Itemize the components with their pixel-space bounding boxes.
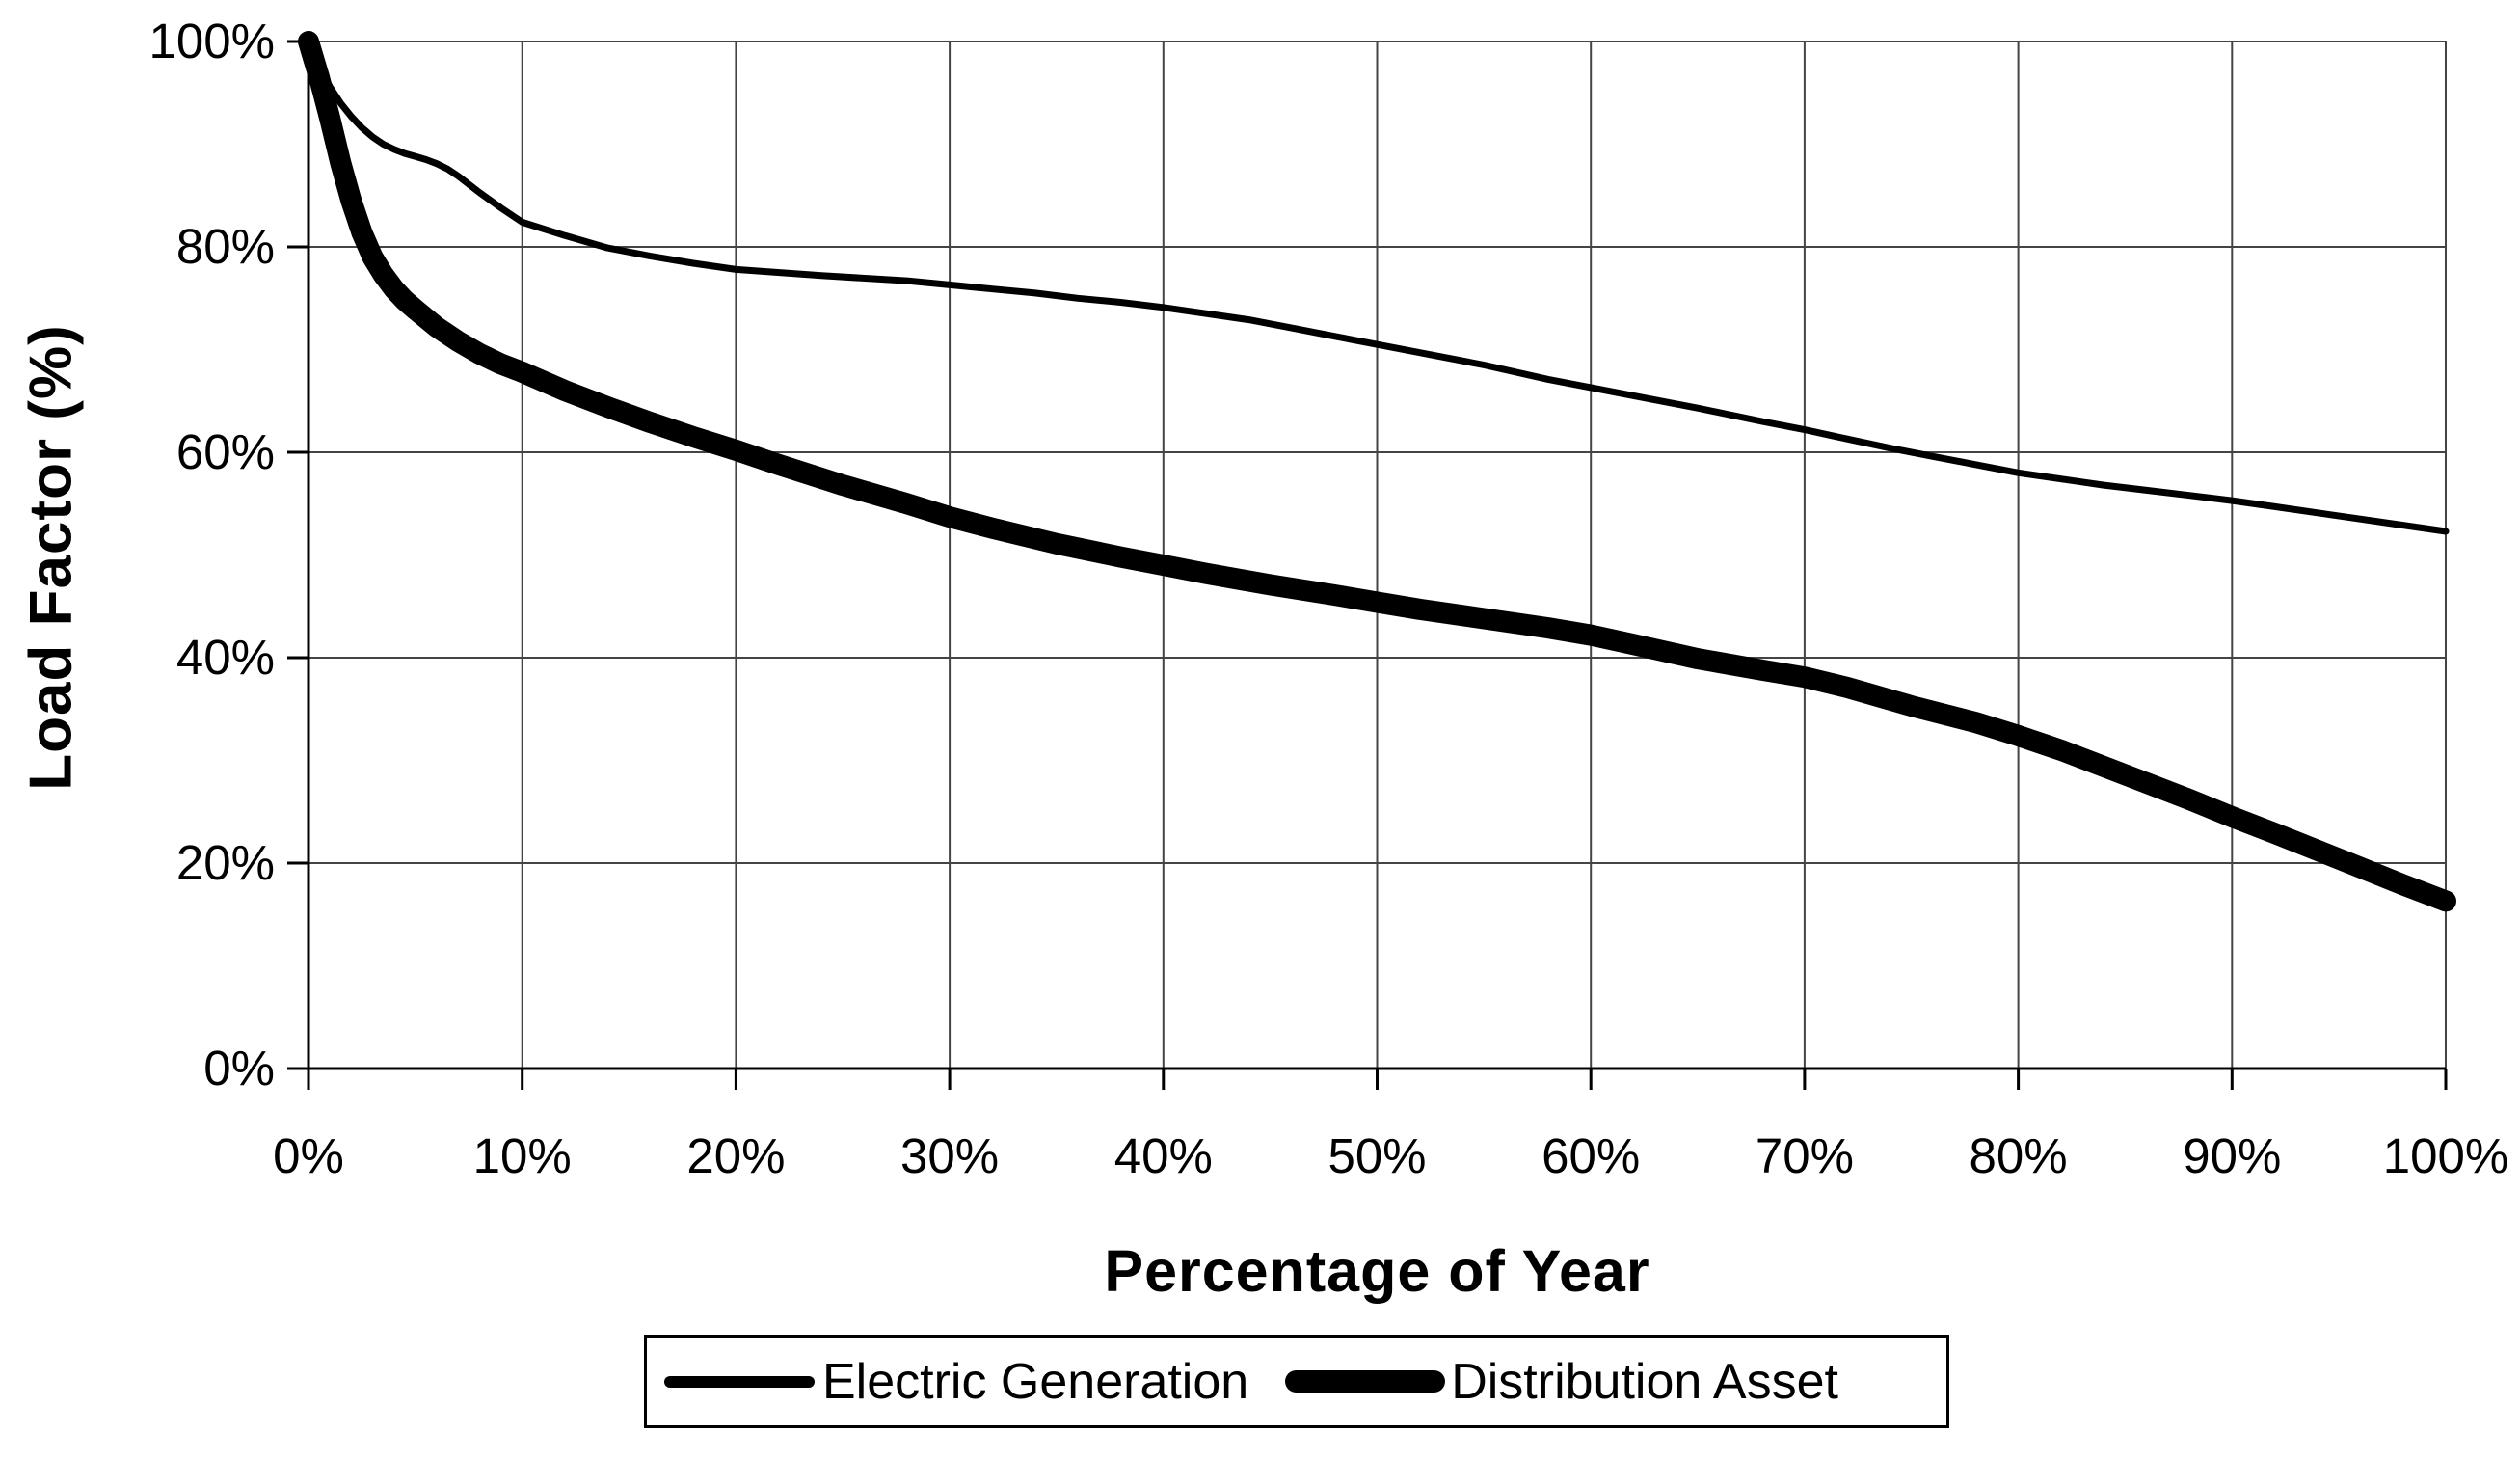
x-tick-label: 30%	[900, 1128, 1000, 1183]
axes	[287, 40, 2448, 1090]
y-axis-title: Load Factor (%)	[17, 324, 85, 791]
gridlines	[308, 41, 2447, 1069]
x-tick-label: 10%	[472, 1128, 572, 1183]
legend-line-sample	[1285, 1370, 1446, 1393]
legend: Electric Generation Distribution Asset	[644, 1335, 1949, 1428]
x-tick-label: 100%	[2382, 1128, 2509, 1183]
y-tick-label: 40%	[175, 630, 275, 685]
y-tick-label: 60%	[175, 424, 275, 479]
x-tick-label: 0%	[273, 1128, 344, 1183]
legend-label: Electric Generation	[822, 1353, 1249, 1410]
series-distribution-asset	[298, 31, 2456, 912]
y-tick-label: 100%	[148, 14, 275, 68]
y-tick-label: 0%	[203, 1041, 275, 1096]
y-tick-label: 80%	[175, 219, 275, 274]
y-tick-label: 20%	[175, 835, 275, 890]
x-tick-label: 80%	[1969, 1128, 2068, 1183]
series-electric-generation	[305, 38, 2450, 535]
legend-item: Electric Generation	[664, 1357, 1248, 1407]
x-tick-label: 20%	[686, 1128, 786, 1183]
legend-item: Distribution Asset	[1248, 1357, 1838, 1407]
x-tick-label: 40%	[1113, 1128, 1213, 1183]
x-tick-label: 60%	[1541, 1128, 1641, 1183]
x-tick-label: 90%	[2183, 1128, 2282, 1183]
x-axis-title: Percentage of Year	[1104, 1238, 1650, 1304]
legend-line-sample	[664, 1375, 815, 1388]
legend-label: Distribution Asset	[1451, 1353, 1838, 1410]
x-tick-label: 70%	[1755, 1128, 1854, 1183]
x-tick-label: 50%	[1327, 1128, 1427, 1183]
